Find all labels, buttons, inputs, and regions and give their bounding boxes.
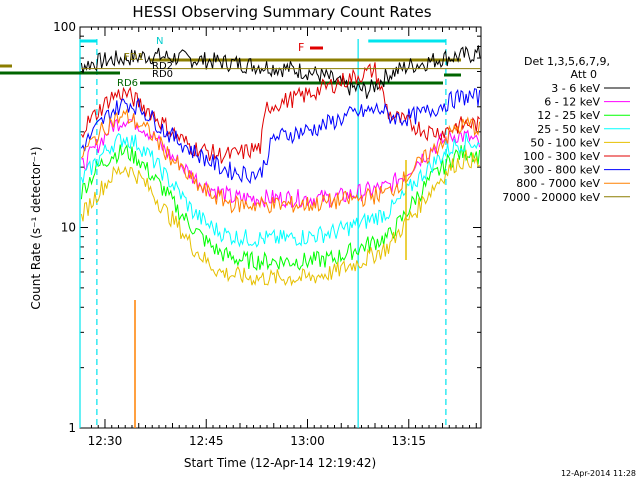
x-tick-label: 12:45 [189,434,224,448]
x-tick-label: 12:30 [88,434,123,448]
series-2 [80,143,481,272]
legend-label: 6 - 12 keV [544,96,600,109]
series-0 [80,45,481,99]
footer-date: 12-Apr-2014 11:28 [561,469,636,478]
chart-title: HESSI Observing Summary Count Rates [132,3,431,21]
x-tick-label: 13:00 [290,434,325,448]
series-line [80,45,481,99]
annotation-rd2-label: RD2 [152,61,173,72]
legend-label: 100 - 300 keV [523,150,600,163]
legend-label: 50 - 100 keV [530,136,600,149]
series-3 [80,133,480,248]
annotation-fd1-label: FD1 [124,52,144,63]
annotation-rd6-label: RD6 [117,78,138,89]
series-line [80,133,480,248]
series-line [80,149,480,287]
legend-header: Att 0 [571,68,597,81]
series-line [80,62,480,164]
legend-label: 300 - 800 keV [523,164,600,177]
x-tick-label: 13:15 [391,434,426,448]
series-6 [80,88,481,185]
y-axis-label: Count Rate (s⁻¹ detector⁻¹) [29,146,43,309]
annotation-f-label: F [298,41,304,54]
x-axis-label: Start Time (12-Apr-14 12:19:42) [184,456,376,470]
legend-label: 25 - 50 keV [537,123,600,136]
legend-label: 12 - 25 keV [537,109,600,122]
series-5 [80,62,480,164]
plot-frame [79,26,482,429]
legend-label: 800 - 7000 keV [516,177,600,190]
series-line [81,107,481,214]
y-tick-label: 10 [61,221,76,235]
series-line [80,143,481,272]
annotation-n-label: N [156,36,163,47]
series-4 [80,149,480,287]
annotation-rd0-label: RD0 [152,69,173,80]
series-7 [81,107,481,214]
legend-label: 7000 - 20000 keV [502,191,600,204]
y-tick-label: 100 [53,20,76,34]
legend-label: 3 - 6 keV [551,82,600,95]
series-line [80,88,481,185]
y-tick-label: 1 [68,421,76,435]
legend-header: Det 1,3,5,6,7,9, [524,55,610,68]
